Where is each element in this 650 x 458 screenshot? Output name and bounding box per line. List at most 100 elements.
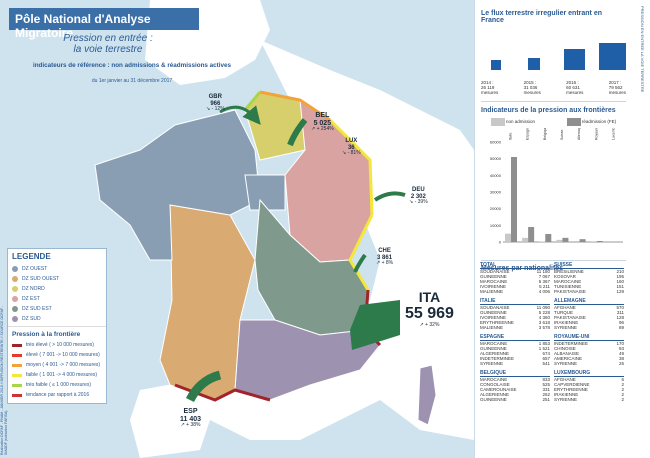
flux-year: 2014 :	[481, 80, 494, 85]
flux-label-2015: 2015 :31 036 mesures	[524, 80, 541, 95]
legend-label: DZ SUD EST	[22, 306, 52, 312]
swatch	[12, 276, 18, 282]
swatch	[12, 266, 18, 272]
point-name: DEU	[411, 187, 425, 193]
nationality-name: ALBANAISE	[554, 351, 580, 356]
legend-item: DZ SUD	[8, 314, 106, 324]
nationality-value: 93	[618, 346, 624, 351]
nationality-row: IVOIRIENNE 5 211	[480, 284, 550, 289]
bar-allemagne-non-admission	[573, 241, 580, 242]
point-ita[interactable]: ITA 55 969 ↗ + 32%	[405, 289, 454, 328]
arrow-bel	[287, 118, 308, 147]
region-ile-de-france	[244, 174, 286, 211]
nationality-row: MALIENNE 4 006	[480, 289, 550, 294]
nationality-name: ALGERIENNE	[480, 392, 510, 397]
pressure-legend: non admission réadmission (FE)	[475, 118, 632, 126]
nationality-name: GUINEENNE	[480, 397, 507, 402]
point-name: BEL	[315, 112, 330, 119]
nationality-row: PAKISTANAISE 129	[554, 289, 624, 294]
nationality-row: SYRIENNE 89	[554, 325, 624, 330]
flux-bar-2015	[528, 58, 540, 70]
y-tick-label: 40000	[490, 173, 502, 178]
legend-item: DZ NORD	[8, 284, 106, 294]
nationality-row: GUINEENNE 5 228	[480, 310, 550, 315]
nationality-name: GUINEENNE	[480, 274, 507, 279]
nationality-row: SYRIENNE 25	[554, 361, 624, 366]
point-trend: ↗ + 38%	[180, 422, 201, 429]
point-trend: ↗ + 8%	[376, 260, 394, 267]
region-ouest	[94, 109, 261, 261]
legend-item: élevé ( 7 001 -> 10 000 mesures)	[8, 350, 106, 360]
nationality-value: 1 853	[538, 341, 550, 346]
indicators-label: indicateurs de référence : non admission…	[32, 62, 232, 69]
nationality-row: PAKISTANAISE 128	[554, 315, 624, 320]
point-gbr[interactable]: GBR 966 ↘ - 12%	[206, 94, 225, 113]
subtitle-2: la voie terrestre	[73, 44, 143, 55]
nationality-row: KOSOVAR 195	[554, 274, 624, 279]
swatch	[12, 383, 22, 387]
point-value: 2 302	[410, 193, 426, 200]
point-deu[interactable]: DEU 2 302 ↘ - 39%	[409, 187, 428, 206]
nationality-value: 4 006	[538, 289, 550, 294]
level-range: ( 4 001 -> 7 000 mesures)	[42, 362, 101, 368]
nationality-name: INDETERMINEE	[554, 341, 589, 346]
nationality-value: 7 067	[538, 274, 550, 279]
subtitle-1: Pression en entrée :	[63, 33, 153, 44]
point-bel[interactable]: BEL 5 025 ↗ + 254%	[311, 112, 334, 133]
nationality-name: PAKISTANAISE	[554, 315, 586, 320]
nationality-row: MAROCAINE 1 853	[480, 341, 550, 346]
point-lux[interactable]: LUX 36 ↘ - 81%	[342, 138, 361, 157]
bar-allemagne-readmission	[579, 239, 586, 242]
flux-year: 2016 :	[566, 80, 579, 85]
flux-label-2016: 2016 :60 631 mesures	[566, 80, 583, 95]
nationality-row: SOUDANAISE 11 090	[480, 305, 550, 310]
nationality-value: 128	[616, 315, 624, 320]
nationality-value: 1 521	[538, 346, 550, 351]
nationality-row: MALIENNE 3 578	[480, 325, 550, 330]
nationality-row: MAROCAINE 5 367	[480, 279, 550, 284]
point-name: ITA	[418, 289, 441, 305]
point-esp[interactable]: ESP 11 403 ↗ + 38%	[180, 408, 201, 429]
category-label: Italie	[509, 133, 513, 140]
point-value: 11 403	[180, 415, 202, 423]
flux-value: 79 562	[608, 85, 623, 90]
legend-label: DZ EST	[22, 296, 40, 302]
nationality-name: MALIENNE	[480, 325, 504, 330]
nationality-value: 210	[616, 269, 624, 274]
point-value: 36	[347, 144, 355, 151]
nationality-name: AMERICAINE	[554, 356, 583, 361]
nationality-block: TOTAL SOUDANAISE 11 180 GUINEENNE 7 067 MAROC…	[480, 262, 550, 294]
nationality-name: KOSOVAR	[554, 274, 576, 279]
nationality-row: TURQUE 311	[554, 310, 624, 315]
flux-chart	[481, 30, 626, 80]
category-label: Suisse	[560, 129, 564, 140]
nationality-name: ALGERIENNE	[480, 351, 510, 356]
nationality-country: ALLEMAGNE	[554, 298, 624, 305]
y-tick-label: 30000	[490, 190, 502, 195]
nationality-name: CAPVERDIENNE	[554, 382, 590, 387]
bar-royaume-uni-readmission	[596, 241, 603, 242]
category-label: Royaume-Uni	[594, 128, 598, 140]
nationality-value: 570	[616, 305, 624, 310]
point-trend: ↗ + 254%	[311, 126, 334, 133]
arrow-deu	[373, 191, 406, 202]
nationality-value: 251	[542, 397, 550, 402]
side-strip: PRESSION EN ENTREE LA VOIE TERRESTRE	[632, 0, 650, 458]
bar-espagne-non-admission	[522, 237, 529, 242]
nationality-value: 674	[542, 351, 550, 356]
category-label: Luxembourg	[611, 128, 615, 140]
point-che[interactable]: CHE 3 861 ↗ + 8%	[376, 248, 393, 267]
nationality-row: ALGERIENNE 674	[480, 351, 550, 356]
level-label: moyen	[26, 362, 42, 368]
legend-label: DZ SUD	[22, 316, 41, 322]
nationality-country: ROYAUME-UNI	[554, 334, 624, 341]
divider	[481, 101, 626, 102]
level-label: élevé	[26, 352, 38, 358]
legend-re-label: réadmission (FE)	[581, 119, 617, 125]
level-label: faible	[26, 372, 38, 378]
nationality-name: SOUDANAISE	[480, 269, 510, 274]
nationality-block: ESPAGNE MAROCAINE 1 853 GUINEENNE 1 521 ALGER…	[480, 334, 550, 366]
legend-item: DZ EST	[8, 294, 106, 304]
pressure-legend-title: Pression à la frontière	[8, 326, 106, 340]
